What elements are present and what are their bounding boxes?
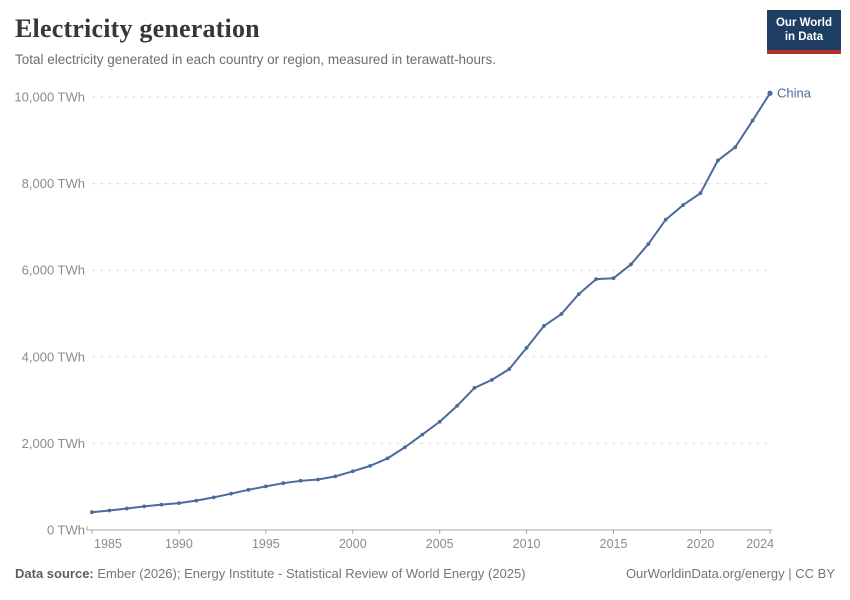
series-point[interactable] [177, 501, 181, 506]
series-point[interactable] [698, 191, 703, 196]
series-point[interactable] [767, 90, 773, 96]
owid-logo-line1: Our World [775, 17, 832, 29]
attribution-link[interactable]: OurWorldinData.org/energy | CC BY [625, 566, 835, 581]
series-point[interactable] [733, 145, 738, 150]
series-point[interactable] [298, 478, 303, 483]
series-point[interactable] [715, 158, 720, 163]
series-point[interactable] [663, 217, 668, 222]
x-tick-label: 2024 [746, 537, 774, 551]
series-point[interactable] [316, 477, 320, 482]
owid-logo-line2: in Data [784, 31, 824, 44]
series-point[interactable] [368, 463, 373, 468]
series-point[interactable] [489, 377, 494, 382]
series-point[interactable] [142, 504, 147, 509]
series-point[interactable] [455, 404, 459, 408]
series-point[interactable] [350, 469, 355, 474]
series-point[interactable] [211, 495, 216, 500]
y-tick-label: 4,000 TWh [22, 349, 85, 364]
series-line-china[interactable] [91, 92, 771, 514]
data-source-note: Data source: Ember (2026); Energy Instit… [15, 566, 526, 581]
y-tick-label: 2,000 TWh [22, 436, 85, 451]
x-tick-label: 2015 [600, 537, 628, 551]
x-tick-label: 1985 [94, 537, 122, 551]
series-point[interactable] [472, 385, 477, 390]
series-point[interactable] [681, 203, 685, 207]
series-point[interactable] [629, 262, 633, 267]
series-point[interactable] [159, 502, 164, 507]
series-point[interactable] [542, 324, 546, 328]
page-title: Electricity generation [15, 14, 260, 43]
x-tick-label: 2000 [339, 537, 367, 551]
series-point[interactable] [107, 508, 112, 513]
series-point[interactable] [124, 506, 129, 511]
series-point[interactable] [507, 367, 512, 372]
series-point[interactable] [420, 432, 425, 437]
series-point[interactable] [281, 481, 286, 486]
series-label-china[interactable]: China [777, 86, 812, 101]
chart-footer: Data source: Ember (2026); Energy Instit… [15, 566, 835, 581]
y-tick-label: 10,000 TWh [14, 90, 85, 105]
chart-area: 0 TWh 2,000 TWh 4,000 TWh 6,000 TWh 8,000 TW… [0, 80, 850, 560]
series-point[interactable] [524, 345, 529, 350]
series-point[interactable] [194, 498, 199, 503]
series-point[interactable] [246, 487, 251, 492]
y-tick-label: 0 TWh [47, 523, 85, 538]
series-point[interactable] [385, 456, 390, 461]
y-tick-label: 8,000 TWh [22, 176, 85, 191]
x-tick-label: 1990 [165, 537, 193, 551]
y-tick-label: 6,000 TWh [22, 263, 85, 278]
series-point[interactable] [403, 445, 407, 450]
chart-canvas[interactable]: 0 TWh 2,000 TWh 4,000 TWh 6,000 TWh 8,000 TW… [0, 80, 850, 560]
series-point[interactable] [594, 277, 599, 282]
x-tick-label: 2005 [426, 537, 454, 551]
chart-subtitle: Total electricity generated in each coun… [15, 52, 496, 67]
series-point[interactable] [646, 242, 651, 246]
series-point[interactable] [559, 312, 564, 316]
series-point[interactable] [333, 474, 338, 479]
owid-logo[interactable]: Our World in Data [766, 10, 841, 54]
x-tick-label: 1995 [252, 537, 280, 551]
series-point[interactable] [263, 484, 268, 489]
series-point[interactable] [611, 276, 616, 281]
x-tick-label: 2020 [687, 537, 715, 551]
series-point[interactable] [750, 118, 755, 123]
series-point[interactable] [90, 510, 94, 515]
series-point[interactable] [576, 292, 581, 297]
x-tick-label: 2010 [513, 537, 541, 551]
series-point[interactable] [437, 419, 442, 424]
data-source-label: Data source: [15, 566, 94, 581]
data-source-text: Ember (2026); Energy Institute - Statist… [97, 566, 526, 581]
series-point[interactable] [229, 491, 233, 496]
